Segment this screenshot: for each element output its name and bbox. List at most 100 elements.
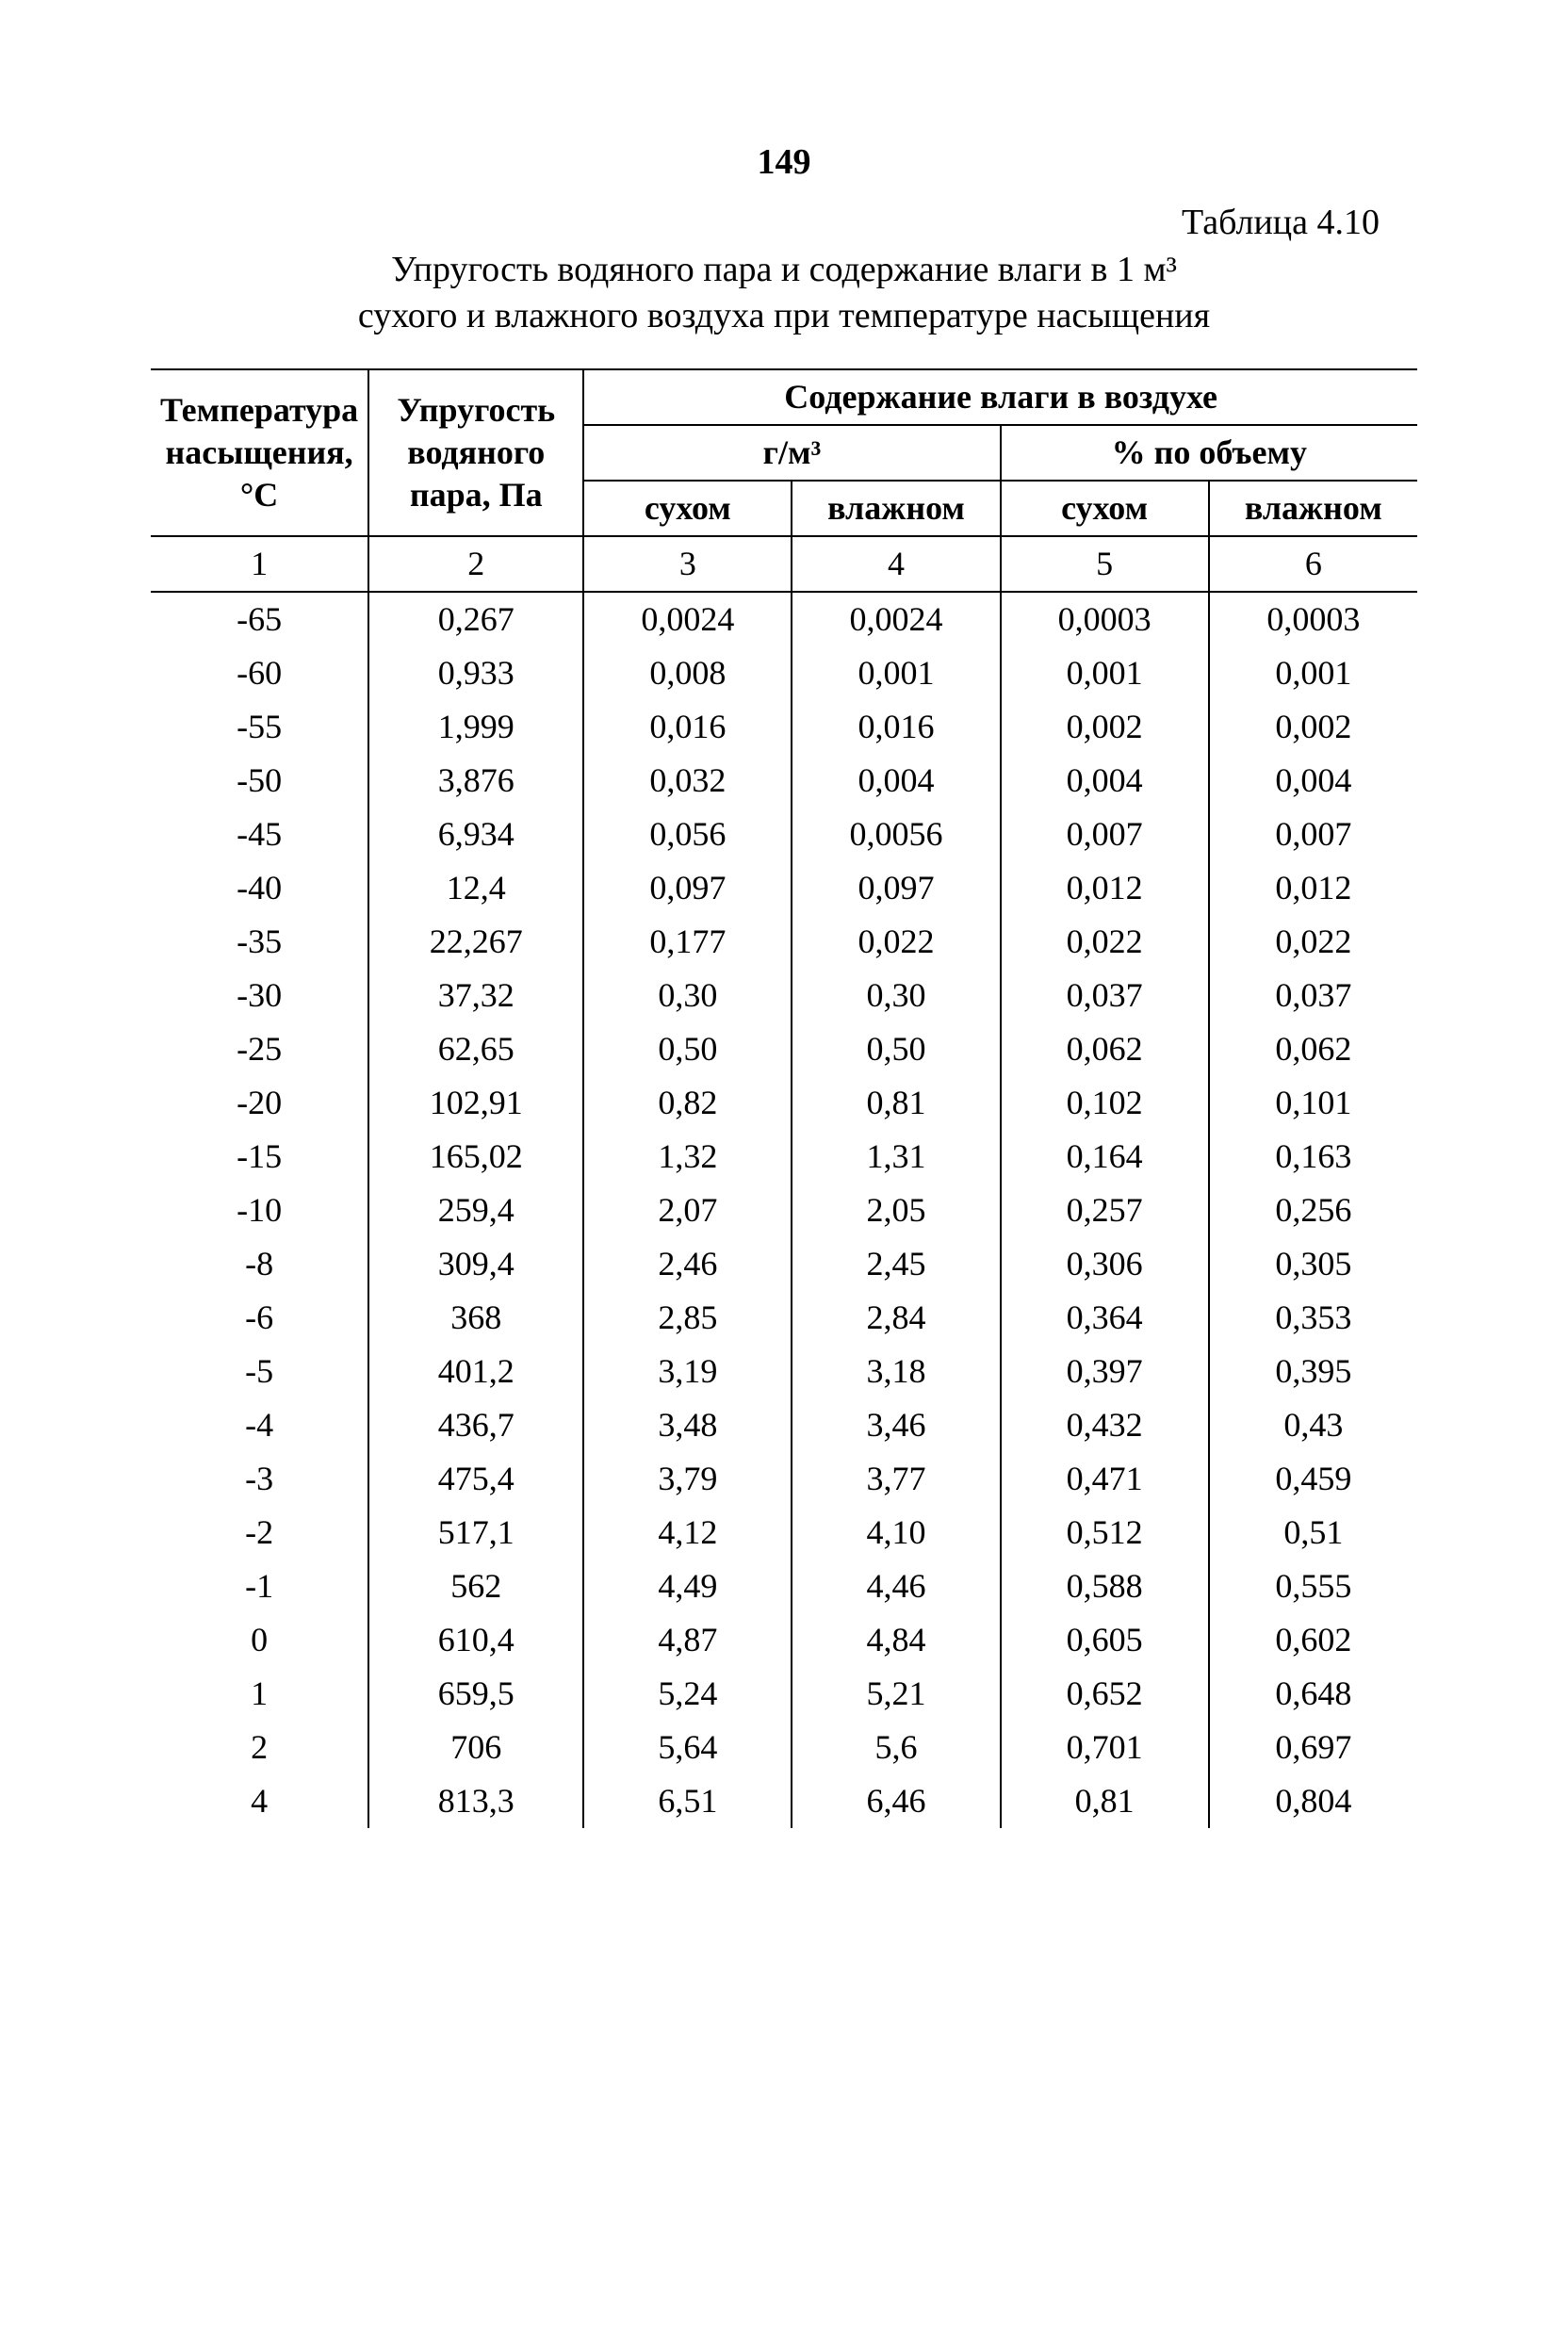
table-cell: 6,46	[792, 1774, 1000, 1828]
table-cell: 0,306	[1001, 1237, 1209, 1291]
table-cell: -15	[151, 1130, 368, 1184]
colnum-3: 3	[583, 536, 792, 592]
table-cell: 0,257	[1001, 1184, 1209, 1237]
table-cell: -30	[151, 969, 368, 1022]
table-cell: 0,016	[583, 700, 792, 754]
table-cell: 3,79	[583, 1452, 792, 1506]
table-cell: 0,0024	[792, 592, 1000, 646]
table-cell: 12,4	[368, 861, 583, 915]
header-vol-dry: сухом	[1001, 481, 1209, 536]
table-cell: 2	[151, 1721, 368, 1774]
table-row: -600,9330,0080,0010,0010,001	[151, 646, 1417, 700]
table-cell: 1,999	[368, 700, 583, 754]
table-row: -503,8760,0320,0040,0040,004	[151, 754, 1417, 808]
table-row: -15624,494,460,5880,555	[151, 1560, 1417, 1613]
table-cell: 0,0003	[1001, 592, 1209, 646]
table-cell: 2,85	[583, 1291, 792, 1345]
header-volpct: % по объему	[1001, 425, 1417, 481]
table-body: -650,2670,00240,00240,00030,0003-600,933…	[151, 592, 1417, 1828]
table-row: -8309,42,462,450,3060,305	[151, 1237, 1417, 1291]
table-cell: -50	[151, 754, 368, 808]
table-cell: 2,07	[583, 1184, 792, 1237]
table-cell: 0,102	[1001, 1076, 1209, 1130]
table-cell: 0,652	[1001, 1667, 1209, 1721]
table-cell: 0,0003	[1209, 592, 1417, 646]
table-cell: 0,012	[1209, 861, 1417, 915]
table-cell: 4,46	[792, 1560, 1000, 1613]
table-cell: 2,46	[583, 1237, 792, 1291]
data-table: Температура насыщения, °C Упругость водя…	[151, 368, 1417, 1828]
table-cell: 37,32	[368, 969, 583, 1022]
header-pressure: Упругость водяного пара, Па	[368, 369, 583, 536]
table-cell: 0,062	[1001, 1022, 1209, 1076]
table-cell: 0,164	[1001, 1130, 1209, 1184]
table-cell: 0,004	[792, 754, 1000, 808]
table-cell: 0,30	[792, 969, 1000, 1022]
table-cell: 0,804	[1209, 1774, 1417, 1828]
table-cell: 0,004	[1209, 754, 1417, 808]
table-cell: 0,432	[1001, 1398, 1209, 1452]
table-cell: 1	[151, 1667, 368, 1721]
table-cell: 4,49	[583, 1560, 792, 1613]
table-row: -4012,40,0970,0970,0120,012	[151, 861, 1417, 915]
table-cell: 0,097	[792, 861, 1000, 915]
table-cell: 0,022	[792, 915, 1000, 969]
table-cell: 706	[368, 1721, 583, 1774]
table-cell: 0,001	[1001, 646, 1209, 700]
header-moisture-group: Содержание влаги в воздухе	[583, 369, 1417, 425]
table-cell: -1	[151, 1560, 368, 1613]
table-cell: 2,84	[792, 1291, 1000, 1345]
table-row: -456,9340,0560,00560,0070,007	[151, 808, 1417, 861]
table-row: 4813,36,516,460,810,804	[151, 1774, 1417, 1828]
column-numbers-row: 1 2 3 4 5 6	[151, 536, 1417, 592]
table-row: -551,9990,0160,0160,0020,002	[151, 700, 1417, 754]
table-cell: 0,056	[583, 808, 792, 861]
table-cell: 5,21	[792, 1667, 1000, 1721]
table-cell: 0,007	[1001, 808, 1209, 861]
table-cell: 309,4	[368, 1237, 583, 1291]
table-cell: 5,64	[583, 1721, 792, 1774]
table-cell: 0,605	[1001, 1613, 1209, 1667]
table-cell: -60	[151, 646, 368, 700]
table-cell: 3,48	[583, 1398, 792, 1452]
table-row: -3037,320,300,300,0370,037	[151, 969, 1417, 1022]
table-cell: 4,84	[792, 1613, 1000, 1667]
table-cell: 0,177	[583, 915, 792, 969]
table-cell: 0,512	[1001, 1506, 1209, 1560]
table-cell: -65	[151, 592, 368, 646]
table-cell: 4,12	[583, 1506, 792, 1560]
table-cell: 436,7	[368, 1398, 583, 1452]
colnum-2: 2	[368, 536, 583, 592]
table-cell: 0,305	[1209, 1237, 1417, 1291]
table-row: -3475,43,793,770,4710,459	[151, 1452, 1417, 1506]
table-row: -10259,42,072,050,2570,256	[151, 1184, 1417, 1237]
table-cell: 0,588	[1001, 1560, 1209, 1613]
table-cell: 0,697	[1209, 1721, 1417, 1774]
page: 149 Таблица 4.10 Упругость водяного пара…	[0, 0, 1568, 2352]
table-row: -2562,650,500,500,0620,062	[151, 1022, 1417, 1076]
table-cell: 0,002	[1209, 700, 1417, 754]
table-row: -3522,2670,1770,0220,0220,022	[151, 915, 1417, 969]
table-cell: 517,1	[368, 1506, 583, 1560]
table-cell: -35	[151, 915, 368, 969]
table-cell: 0,037	[1209, 969, 1417, 1022]
table-cell: 4	[151, 1774, 368, 1828]
table-cell: 0,50	[792, 1022, 1000, 1076]
title-line-2: сухого и влажного воздуха при температур…	[358, 296, 1210, 335]
table-cell: 4,87	[583, 1613, 792, 1667]
header-gm3-dry: сухом	[583, 481, 792, 536]
table-header: Температура насыщения, °C Упругость водя…	[151, 369, 1417, 592]
header-gm3: г/м³	[583, 425, 1000, 481]
table-cell: 0,43	[1209, 1398, 1417, 1452]
table-cell: -55	[151, 700, 368, 754]
colnum-5: 5	[1001, 536, 1209, 592]
table-cell: 6,51	[583, 1774, 792, 1828]
colnum-1: 1	[151, 536, 368, 592]
page-number: 149	[151, 141, 1417, 183]
table-cell: 0,701	[1001, 1721, 1209, 1774]
table-cell: 0,032	[583, 754, 792, 808]
table-cell: 0,51	[1209, 1506, 1417, 1560]
table-cell: 3,876	[368, 754, 583, 808]
table-row: -2517,14,124,100,5120,51	[151, 1506, 1417, 1560]
table-cell: 22,267	[368, 915, 583, 969]
